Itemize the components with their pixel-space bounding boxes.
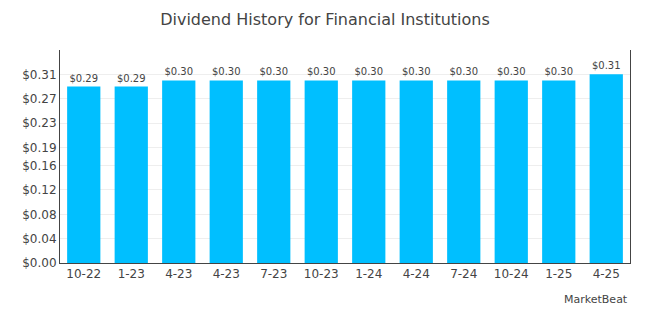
svg-text:$0.23: $0.23 [22, 116, 56, 130]
svg-text:$0.30: $0.30 [544, 66, 573, 77]
svg-text:$0.30: $0.30 [307, 66, 336, 77]
svg-text:$0.30: $0.30 [497, 66, 526, 77]
svg-text:1-23: 1-23 [118, 267, 145, 281]
svg-text:7-23: 7-23 [260, 267, 287, 281]
svg-text:7-24: 7-24 [450, 267, 477, 281]
svg-text:10-23: 10-23 [304, 267, 339, 281]
svg-text:$0.30: $0.30 [354, 66, 383, 77]
svg-text:$0.27: $0.27 [22, 92, 56, 106]
svg-text:$0.00: $0.00 [22, 256, 56, 270]
svg-text:$0.29: $0.29 [69, 73, 98, 84]
svg-text:MarketBeat: MarketBeat [564, 293, 628, 306]
svg-text:$0.30: $0.30 [212, 66, 241, 77]
svg-text:$0.04: $0.04 [22, 232, 56, 246]
svg-text:$0.29: $0.29 [117, 73, 146, 84]
svg-text:1-24: 1-24 [355, 267, 382, 281]
svg-text:$0.31: $0.31 [592, 60, 621, 71]
svg-text:$0.30: $0.30 [402, 66, 431, 77]
svg-text:$0.31: $0.31 [22, 68, 56, 82]
svg-text:Dividend History for Financial: Dividend History for Financial Instituti… [160, 10, 490, 29]
svg-text:1-25: 1-25 [545, 267, 572, 281]
svg-text:10-22: 10-22 [66, 267, 101, 281]
svg-text:$0.12: $0.12 [22, 183, 56, 197]
svg-text:$0.30: $0.30 [449, 66, 478, 77]
svg-text:4-24: 4-24 [403, 267, 430, 281]
svg-text:4-23: 4-23 [165, 267, 192, 281]
svg-text:$0.16: $0.16 [22, 159, 56, 173]
svg-text:$0.30: $0.30 [259, 66, 288, 77]
svg-text:$0.19: $0.19 [22, 141, 56, 155]
svg-text:4-25: 4-25 [593, 267, 620, 281]
svg-text:$0.08: $0.08 [22, 208, 56, 222]
svg-text:$0.30: $0.30 [164, 66, 193, 77]
svg-text:10-24: 10-24 [494, 267, 529, 281]
svg-text:4-23: 4-23 [213, 267, 240, 281]
